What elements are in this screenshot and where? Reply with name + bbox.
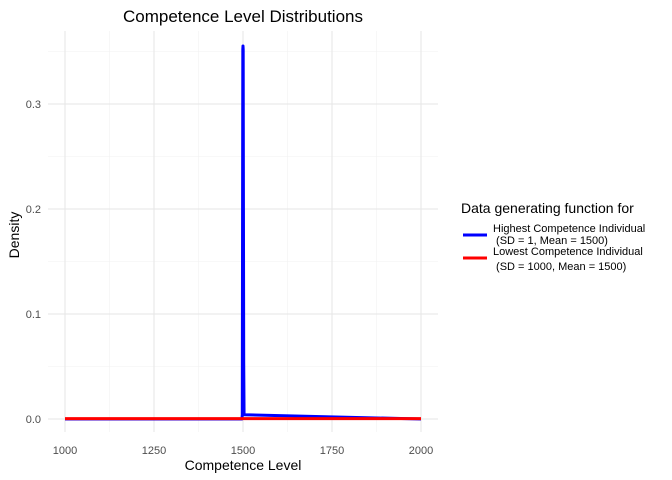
y-axis-title: Density: [6, 212, 22, 259]
x-axis-title: Competence Level: [185, 457, 302, 473]
x-tick-label: 1750: [320, 445, 344, 457]
legend-entry-lowest: Lowest Competence Individual (SD = 1000,…: [463, 246, 643, 273]
legend-label-highest-line2: (SD = 1, Mean = 1500): [493, 235, 608, 247]
chart-title: Competence Level Distributions: [123, 7, 363, 26]
x-axis: 1000 1250 1500 1750 2000: [53, 445, 433, 457]
series-line-highest: [65, 44, 422, 421]
legend-title: Data generating function for: [461, 200, 634, 216]
x-tick-label: 1500: [231, 445, 255, 457]
legend-label-lowest-line1: Lowest Competence Individual: [493, 246, 643, 258]
legend: Data generating function for Highest Com…: [461, 200, 645, 273]
y-tick-label: 0.2: [26, 204, 41, 216]
legend-label-lowest-line2: (SD = 1000, Mean = 1500): [493, 261, 626, 273]
y-tick-label: 0.1: [26, 309, 41, 321]
y-axis: 0.0 0.1 0.2 0.3: [26, 99, 41, 426]
y-tick-label: 0.3: [26, 99, 41, 111]
x-tick-label: 2000: [409, 445, 433, 457]
legend-label-highest-line1: Highest Competence Individual: [493, 223, 645, 235]
legend-entry-highest: Highest Competence Individual (SD = 1, M…: [463, 223, 645, 247]
x-tick-label: 1250: [142, 445, 166, 457]
plot-area: [64, 44, 422, 421]
x-tick-label: 1000: [53, 445, 77, 457]
y-tick-label: 0.0: [26, 414, 41, 426]
